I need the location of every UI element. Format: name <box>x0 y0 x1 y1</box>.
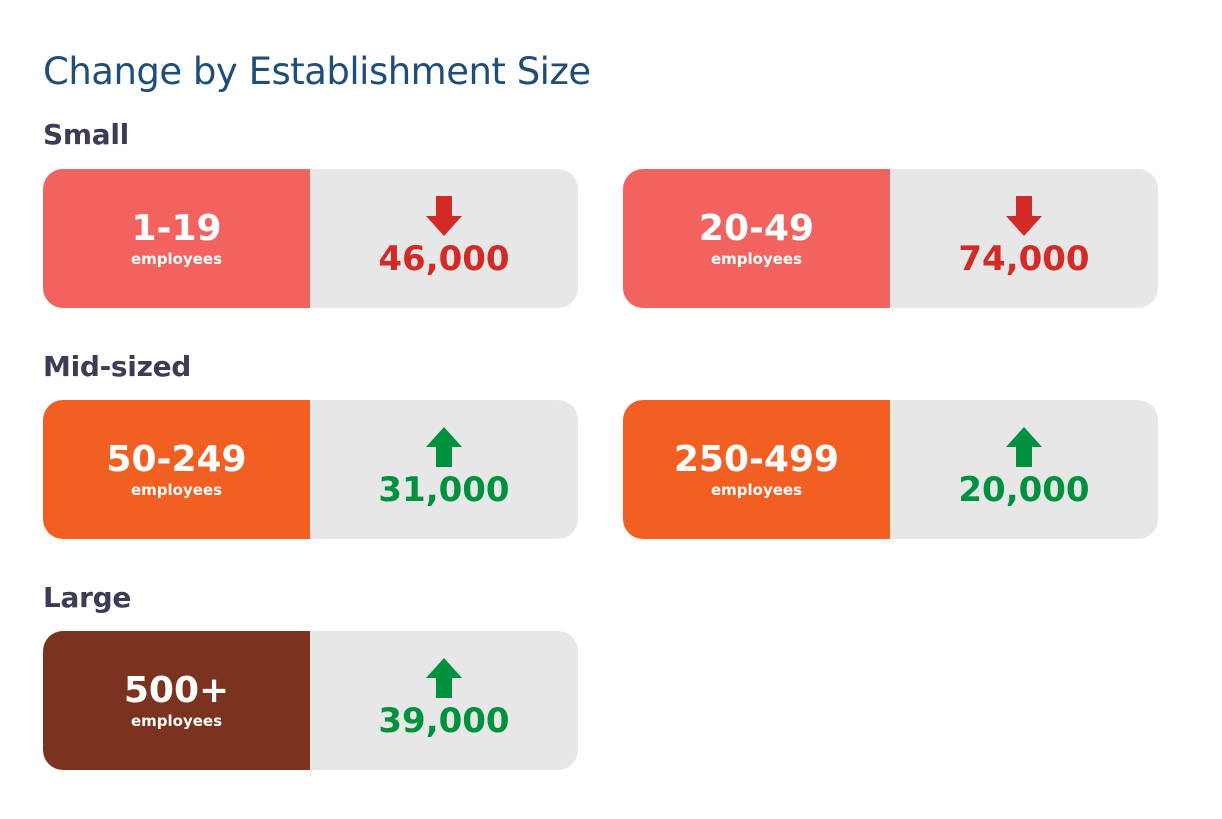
card-250-499: 250-499 employees 20,000 <box>623 400 1158 539</box>
change-value: 74,000 <box>958 239 1090 279</box>
size-range: 1-19 <box>131 207 222 249</box>
arrow-down-icon <box>426 196 462 236</box>
size-panel: 500+ employees <box>43 631 310 770</box>
size-range: 50-249 <box>106 438 247 480</box>
change-panel: 31,000 <box>310 400 578 539</box>
size-unit: employees <box>130 480 223 499</box>
change-value: 39,000 <box>378 701 510 741</box>
section-heading-large: Large <box>43 581 132 614</box>
section-heading-mid-sized: Mid-sized <box>43 350 192 383</box>
size-panel: 50-249 employees <box>43 400 310 539</box>
size-panel: 1-19 employees <box>43 169 310 308</box>
arrow-up-icon <box>426 427 462 467</box>
change-panel: 39,000 <box>310 631 578 770</box>
size-unit: employees <box>710 249 803 268</box>
size-panel: 250-499 employees <box>623 400 890 539</box>
card-500-plus: 500+ employees 39,000 <box>43 631 578 770</box>
arrow-up-icon <box>426 658 462 698</box>
card-50-249: 50-249 employees 31,000 <box>43 400 578 539</box>
section-heading-small: Small <box>43 118 129 151</box>
change-value: 20,000 <box>958 470 1090 510</box>
card-20-49: 20-49 employees 74,000 <box>623 169 1158 308</box>
card-1-19: 1-19 employees 46,000 <box>43 169 578 308</box>
change-panel: 46,000 <box>310 169 578 308</box>
size-unit: employees <box>130 249 223 268</box>
change-panel: 20,000 <box>890 400 1158 539</box>
size-range: 20-49 <box>698 207 815 249</box>
size-range: 250-499 <box>673 438 840 480</box>
page-title: Change by Establishment Size <box>43 50 591 93</box>
change-panel: 74,000 <box>890 169 1158 308</box>
arrow-down-icon <box>1006 196 1042 236</box>
arrow-up-icon <box>1006 427 1042 467</box>
size-panel: 20-49 employees <box>623 169 890 308</box>
size-unit: employees <box>130 711 223 730</box>
change-value: 31,000 <box>378 470 510 510</box>
change-value: 46,000 <box>378 239 510 279</box>
size-range: 500+ <box>123 669 230 711</box>
size-unit: employees <box>710 480 803 499</box>
